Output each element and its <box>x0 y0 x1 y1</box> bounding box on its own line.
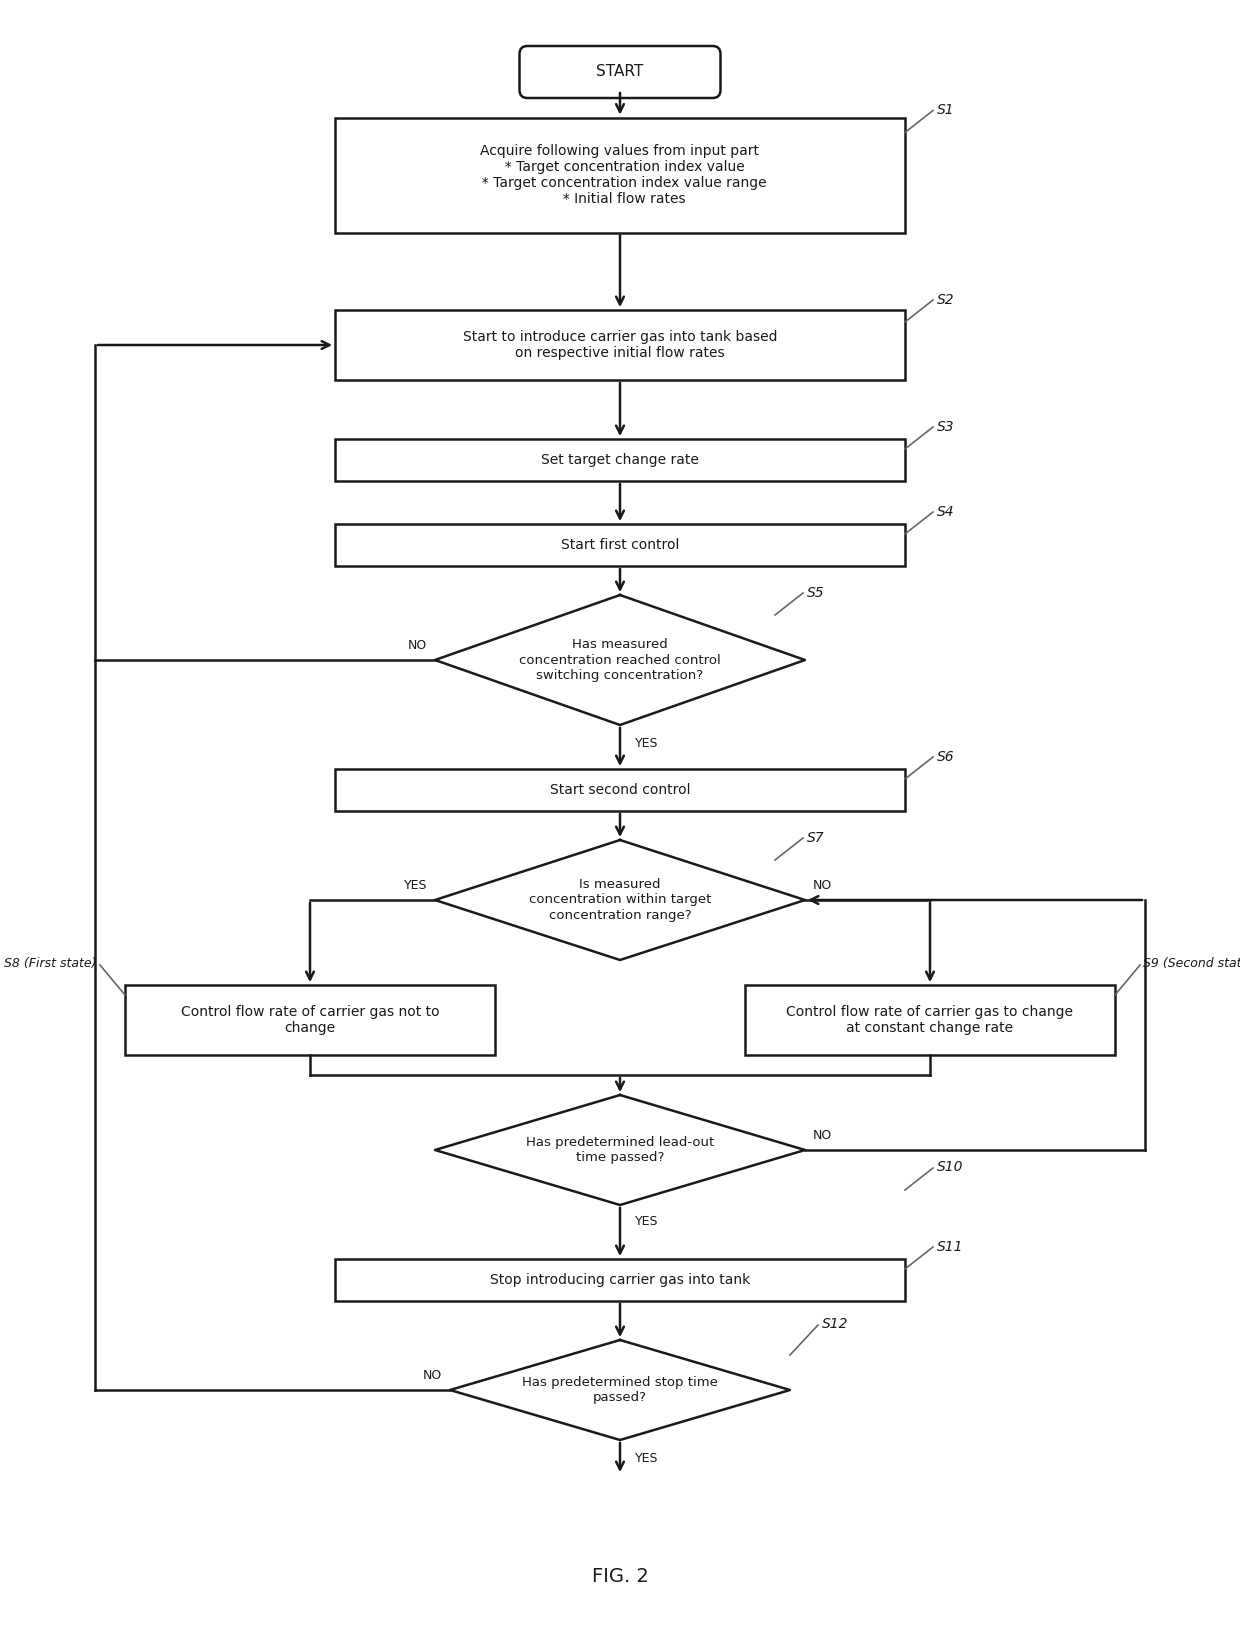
Text: START: START <box>596 65 644 80</box>
Text: S8 (First state): S8 (First state) <box>5 956 97 969</box>
Text: S9 (Second state): S9 (Second state) <box>1143 956 1240 969</box>
Text: Has predetermined stop time
passed?: Has predetermined stop time passed? <box>522 1376 718 1404</box>
Text: YES: YES <box>403 880 427 893</box>
Text: YES: YES <box>635 1452 658 1466</box>
Text: Control flow rate of carrier gas not to
change: Control flow rate of carrier gas not to … <box>181 1005 439 1035</box>
Text: S5: S5 <box>807 586 825 601</box>
Text: Set target change rate: Set target change rate <box>541 454 699 467</box>
Text: S2: S2 <box>937 294 955 307</box>
Polygon shape <box>435 596 805 725</box>
Text: S3: S3 <box>937 419 955 434</box>
Text: S10: S10 <box>937 1160 963 1173</box>
FancyBboxPatch shape <box>520 46 720 98</box>
Bar <box>335 524 905 566</box>
Text: Start second control: Start second control <box>549 783 691 796</box>
Text: S11: S11 <box>937 1240 963 1253</box>
Text: YES: YES <box>635 1214 658 1227</box>
Text: Start to introduce carrier gas into tank based
on respective initial flow rates: Start to introduce carrier gas into tank… <box>463 330 777 361</box>
Text: NO: NO <box>813 880 832 893</box>
Text: Acquire following values from input part
  * Target concentration index value
  : Acquire following values from input part… <box>474 144 766 206</box>
Polygon shape <box>450 1340 790 1439</box>
Bar <box>335 1258 905 1301</box>
Polygon shape <box>435 1095 805 1204</box>
Bar <box>335 310 905 380</box>
Bar <box>335 118 905 232</box>
Text: YES: YES <box>635 738 658 751</box>
Bar <box>125 986 495 1054</box>
Bar <box>335 439 905 481</box>
Text: S7: S7 <box>807 831 825 845</box>
Text: S12: S12 <box>822 1317 848 1332</box>
Text: Has predetermined lead-out
time passed?: Has predetermined lead-out time passed? <box>526 1136 714 1164</box>
Text: S1: S1 <box>937 103 955 118</box>
Polygon shape <box>435 840 805 960</box>
Text: Stop introducing carrier gas into tank: Stop introducing carrier gas into tank <box>490 1273 750 1288</box>
Text: FIG. 2: FIG. 2 <box>591 1567 649 1586</box>
Text: Control flow rate of carrier gas to change
at constant change rate: Control flow rate of carrier gas to chan… <box>786 1005 1074 1035</box>
Text: Has measured
concentration reached control
switching concentration?: Has measured concentration reached contr… <box>520 638 720 682</box>
Bar <box>745 986 1115 1054</box>
Text: Is measured
concentration within target
concentration range?: Is measured concentration within target … <box>528 878 712 922</box>
Text: S6: S6 <box>937 751 955 764</box>
Text: S4: S4 <box>937 504 955 519</box>
Text: Start first control: Start first control <box>560 539 680 552</box>
Bar <box>335 769 905 811</box>
Text: NO: NO <box>408 640 427 653</box>
Text: NO: NO <box>423 1369 441 1382</box>
Text: NO: NO <box>813 1129 832 1142</box>
